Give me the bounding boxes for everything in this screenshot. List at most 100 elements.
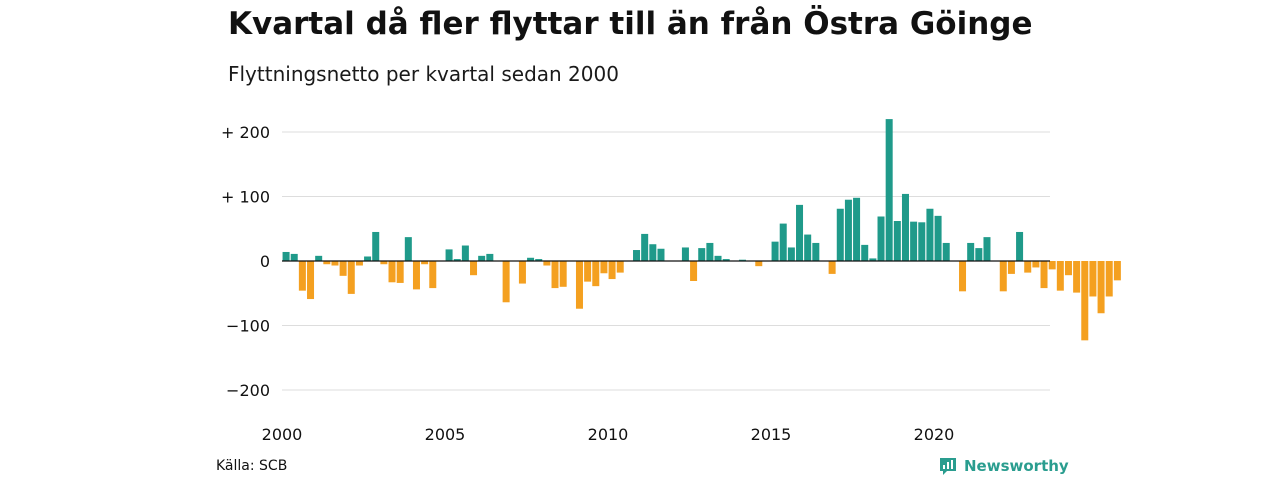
x-tick-label: 2000 — [262, 425, 303, 444]
bar — [388, 261, 396, 283]
chart-title: Kvartal då fler flyttar till än från Öst… — [228, 6, 1033, 42]
bar — [1064, 261, 1072, 276]
bar — [421, 261, 429, 265]
bar — [779, 223, 787, 261]
bar — [518, 261, 526, 284]
bar — [323, 261, 331, 265]
bar — [633, 250, 641, 261]
bar — [575, 261, 583, 309]
bar — [787, 247, 795, 261]
bar — [453, 259, 461, 261]
brand-name: Newsworthy — [964, 457, 1069, 475]
bar — [298, 261, 306, 291]
bar — [1081, 261, 1089, 341]
bar — [527, 257, 535, 261]
y-tick-label: + 200 — [221, 123, 270, 142]
bar — [877, 216, 885, 262]
chart-subtitle: Flyttningsnetto per kvartal sedan 2000 — [228, 62, 619, 86]
bar — [885, 119, 893, 261]
bar — [470, 261, 478, 276]
bar — [608, 261, 616, 280]
bar — [364, 256, 372, 262]
bar — [869, 258, 877, 261]
bar — [331, 261, 339, 266]
bar — [600, 261, 608, 274]
bar — [910, 221, 918, 261]
x-tick-label: 2010 — [588, 425, 629, 444]
bar — [486, 253, 494, 262]
bar — [404, 237, 412, 261]
brand-logo: Newsworthy — [938, 456, 1069, 476]
bar — [844, 199, 852, 261]
bar — [1024, 261, 1032, 273]
bar — [307, 261, 315, 300]
bar — [412, 261, 420, 290]
bar — [828, 261, 836, 274]
bar — [812, 242, 820, 261]
bar — [372, 231, 380, 261]
bar — [722, 259, 730, 261]
bar — [1113, 261, 1121, 281]
y-axis-labels: + 200 + 100 0 −100 −200 — [221, 123, 270, 400]
bar — [1105, 261, 1113, 297]
bar — [616, 261, 624, 273]
bar — [771, 241, 779, 261]
bar — [1097, 261, 1105, 314]
bar — [339, 261, 347, 276]
bar — [681, 247, 689, 261]
bar — [698, 248, 706, 261]
bar — [592, 261, 600, 287]
bar — [755, 261, 763, 267]
bar — [1040, 261, 1048, 289]
x-tick-label: 2005 — [425, 425, 466, 444]
bar — [975, 248, 983, 261]
bar — [478, 255, 486, 261]
y-tick-label: + 100 — [221, 188, 270, 207]
bar — [445, 249, 453, 261]
bar — [543, 261, 551, 266]
y-tick-label: 0 — [260, 252, 270, 271]
y-tick-label: −200 — [226, 381, 270, 400]
x-axis-labels: 2000 2005 2010 2015 2020 — [262, 425, 955, 444]
bar — [347, 261, 355, 294]
bar — [999, 261, 1007, 292]
bar — [1007, 261, 1015, 274]
bar — [355, 261, 363, 266]
bar — [959, 261, 967, 292]
bar — [853, 197, 861, 261]
bar — [836, 208, 844, 261]
bar — [290, 253, 298, 262]
bar — [1016, 231, 1024, 261]
newsworthy-logo-icon — [940, 458, 956, 475]
bar — [804, 234, 812, 262]
bar — [1073, 261, 1081, 293]
bar — [641, 233, 649, 261]
bar — [649, 244, 657, 261]
bar — [584, 261, 592, 282]
bar — [461, 245, 469, 261]
bar — [861, 244, 869, 262]
bar — [396, 261, 404, 283]
bar — [502, 261, 510, 303]
bar — [1032, 261, 1040, 268]
bar — [942, 242, 950, 261]
bar — [796, 204, 804, 261]
bar — [282, 251, 290, 261]
bar — [429, 261, 437, 289]
bar — [918, 222, 926, 261]
x-tick-label: 2015 — [751, 425, 792, 444]
bar — [559, 261, 567, 287]
bar — [535, 259, 543, 261]
bar — [926, 208, 934, 261]
bar — [380, 261, 388, 265]
bar — [967, 242, 975, 261]
y-tick-label: −100 — [226, 317, 270, 336]
bar — [1089, 261, 1097, 297]
bar — [934, 215, 942, 261]
bar — [551, 261, 559, 289]
bar — [706, 242, 714, 261]
bar — [983, 237, 991, 261]
gridlines — [282, 131, 1050, 391]
bar — [714, 255, 722, 261]
